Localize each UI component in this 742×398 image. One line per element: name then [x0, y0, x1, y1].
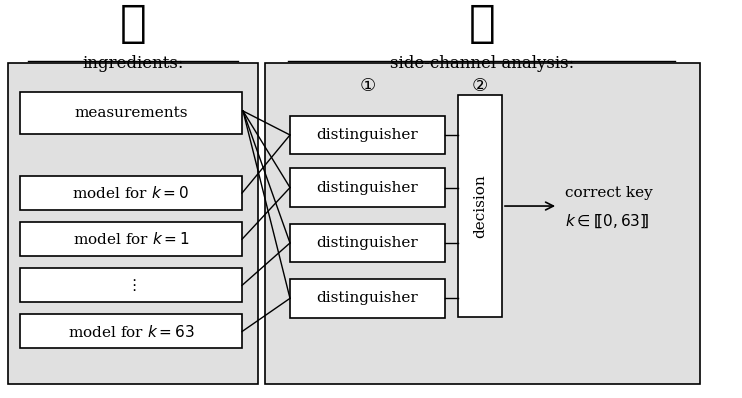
Text: distinguisher: distinguisher [317, 181, 418, 195]
FancyBboxPatch shape [20, 92, 242, 134]
Text: distinguisher: distinguisher [317, 128, 418, 142]
Text: decision: decision [473, 174, 487, 238]
FancyBboxPatch shape [290, 115, 445, 154]
Text: model for $k = 63$: model for $k = 63$ [68, 324, 194, 339]
FancyBboxPatch shape [290, 224, 445, 262]
Text: $\vdots$: $\vdots$ [126, 277, 137, 293]
Text: measurements: measurements [74, 106, 188, 120]
Text: ①: ① [359, 77, 375, 95]
Text: distinguisher: distinguisher [317, 236, 418, 250]
FancyBboxPatch shape [20, 268, 242, 302]
FancyBboxPatch shape [20, 314, 242, 348]
Text: ingredients:: ingredients: [82, 55, 184, 72]
FancyBboxPatch shape [20, 176, 242, 210]
Text: ②: ② [472, 77, 488, 95]
Text: distinguisher: distinguisher [317, 291, 418, 305]
Text: model for $k = 0$: model for $k = 0$ [73, 185, 190, 201]
Text: correct key: correct key [565, 186, 653, 200]
FancyBboxPatch shape [20, 222, 242, 256]
FancyBboxPatch shape [8, 63, 258, 384]
Text: side-channel analysis:: side-channel analysis: [390, 55, 574, 72]
Text: model for $k = 1$: model for $k = 1$ [73, 231, 189, 247]
Text: $k \in [\![0, 63]\!]$: $k \in [\![0, 63]\!]$ [565, 212, 649, 230]
Text: ⎴: ⎴ [469, 2, 496, 45]
FancyBboxPatch shape [290, 279, 445, 318]
FancyBboxPatch shape [290, 168, 445, 207]
Text: ⎴: ⎴ [119, 2, 146, 45]
FancyBboxPatch shape [265, 63, 700, 384]
FancyBboxPatch shape [458, 95, 502, 317]
